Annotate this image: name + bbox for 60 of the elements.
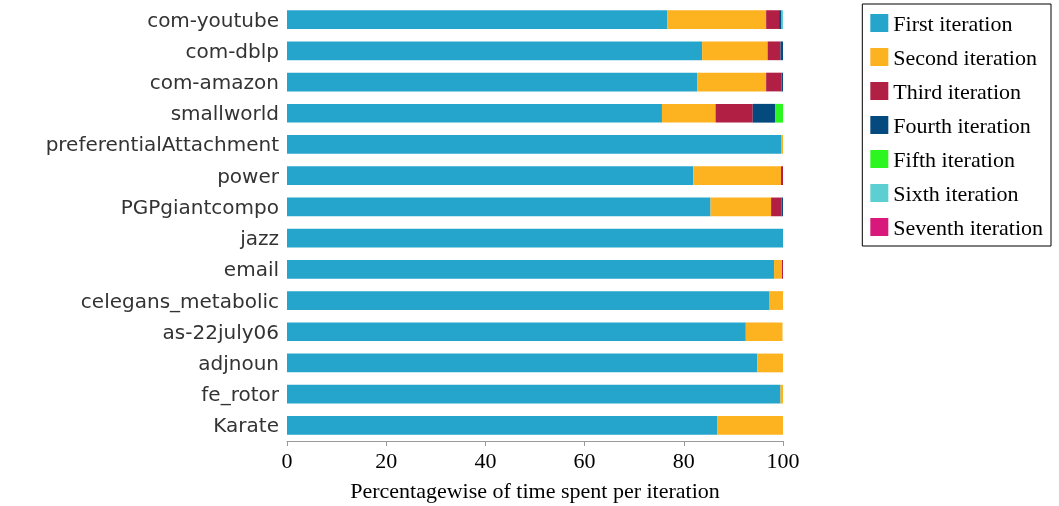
bar	[702, 41, 768, 61]
bar	[287, 353, 758, 373]
bar	[287, 166, 694, 186]
bar	[752, 103, 776, 123]
bar	[287, 103, 662, 123]
y-tick-label: com-dblp	[185, 38, 279, 63]
bar	[775, 103, 783, 123]
x-tick-label: 20	[375, 447, 398, 473]
x-tick-label: 60	[573, 447, 596, 473]
bar	[771, 197, 782, 217]
bar	[287, 72, 698, 92]
legend-label: Sixth iteration	[893, 180, 1019, 206]
x-axis-title: Percentagewise of time spent per iteration	[350, 477, 720, 503]
y-tick-label: power	[217, 163, 280, 188]
bar	[661, 103, 716, 123]
legend-label: First iteration	[893, 10, 1013, 36]
legend-label: Fourth iteration	[893, 112, 1031, 138]
bar	[287, 259, 775, 279]
bar	[287, 291, 770, 310]
bar	[287, 322, 746, 342]
x-tick-label: 0	[281, 447, 293, 473]
legend-label: Fifth iteration	[893, 146, 1015, 172]
y-tick-label: adjnoun	[198, 350, 279, 375]
legend-label: Seventh iteration	[893, 214, 1044, 240]
y-tick-label: PGPgiantcompo	[120, 194, 279, 219]
bar	[745, 322, 783, 342]
y-tick-label: smallworld	[170, 101, 279, 126]
y-tick-label: com-amazon	[149, 70, 279, 95]
bar	[287, 135, 782, 154]
x-tick-label: 100	[766, 447, 800, 473]
bar	[717, 416, 783, 435]
legend-label: Third iteration	[893, 78, 1022, 104]
bar	[715, 103, 753, 123]
y-tick-label: email	[223, 257, 279, 282]
y-tick-label: preferentialAttachment	[45, 132, 280, 157]
bar	[697, 72, 767, 92]
x-tick-label: 80	[672, 447, 695, 473]
y-tick-label: jazz	[239, 226, 279, 251]
y-tick-label: com-youtube	[147, 7, 279, 32]
y-tick-label: celegans_metabolic	[80, 288, 279, 313]
bar	[287, 41, 703, 61]
bar	[766, 72, 782, 92]
bar	[710, 197, 772, 217]
bar	[767, 41, 781, 61]
bar	[769, 291, 783, 310]
y-tick-label: as-22july06	[162, 319, 279, 344]
bar	[757, 353, 783, 373]
bar	[774, 259, 783, 279]
bar	[287, 197, 711, 217]
y-tick-label: fe_rotor	[201, 382, 280, 407]
bar	[287, 416, 718, 435]
bar	[766, 10, 780, 29]
x-tick-label: 40	[474, 447, 497, 473]
legend-label: Second iteration	[893, 44, 1037, 70]
bar	[693, 166, 782, 186]
bar	[287, 384, 781, 404]
bar	[287, 10, 668, 29]
bar	[287, 228, 783, 248]
y-tick-label: Karate	[213, 413, 279, 438]
bar	[667, 10, 767, 29]
